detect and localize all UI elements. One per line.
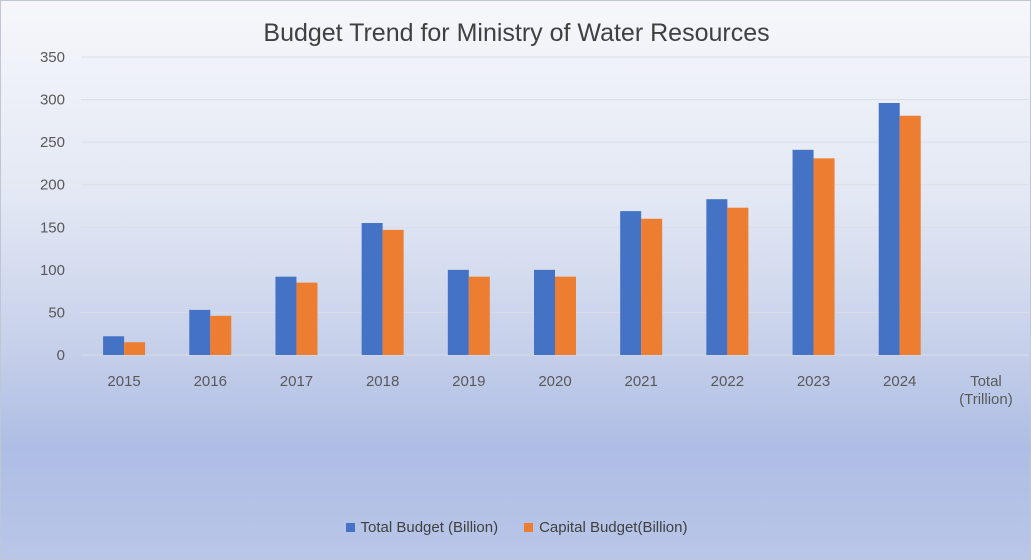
legend-item: Total Budget (Billion) — [345, 519, 499, 536]
bar — [727, 207, 749, 355]
bar — [813, 158, 835, 355]
legend: Total Budget (Billion) Capital Budget(Bil… — [1, 519, 1030, 536]
legend-label: Capital Budget(Billion) — [539, 519, 688, 536]
chart-title: Budget Trend for Ministry of Water Resou… — [263, 19, 770, 47]
y-tick-label: 350 — [40, 49, 65, 66]
legend-swatch — [524, 523, 534, 532]
x-tick-label: 2016 — [194, 373, 227, 390]
y-tick-label: 50 — [48, 304, 65, 321]
x-tick-label: 2020 — [538, 373, 571, 390]
bar — [534, 269, 555, 355]
x-tick-label: 2019 — [452, 373, 485, 390]
bar — [275, 276, 297, 355]
bar — [468, 276, 490, 355]
bar — [899, 115, 921, 356]
y-tick-label: 300 — [40, 92, 65, 109]
bar — [878, 102, 900, 355]
y-tick-label: 200 — [40, 177, 65, 194]
x-tick-label: Total (Trillion) — [959, 373, 1013, 408]
plot-area: 0 50 100 150 200 250 300 350 2015 2016 2017 2018 201… — [40, 49, 1029, 408]
bar — [361, 223, 383, 355]
bar — [296, 282, 318, 355]
x-tick-label: 2017 — [280, 373, 313, 390]
bar — [447, 269, 469, 355]
legend-swatch — [345, 523, 355, 532]
bar — [103, 336, 125, 355]
bar — [189, 309, 211, 355]
y-tick-label: 250 — [40, 134, 65, 151]
x-tick-label: 2022 — [711, 373, 744, 390]
legend-label: Total Budget (Billion) — [360, 519, 499, 536]
x-tick-label: 2023 — [797, 373, 830, 390]
x-tick-label: 2015 — [107, 373, 140, 390]
x-tick-label: 2024 — [883, 373, 916, 390]
bar — [382, 229, 404, 355]
y-tick-label: 0 — [57, 347, 65, 364]
x-tick-label: 2018 — [366, 373, 399, 390]
bar — [792, 149, 814, 355]
bar — [555, 276, 576, 355]
bar — [641, 218, 663, 355]
x-tick-label: 2021 — [624, 373, 657, 390]
bar — [620, 211, 642, 355]
y-tick-label: 100 — [40, 262, 65, 279]
bar — [210, 315, 232, 355]
legend-item: Capital Budget(Billion) — [524, 519, 688, 536]
y-tick-label: 150 — [40, 219, 65, 236]
bar — [124, 342, 146, 355]
bar — [706, 199, 728, 355]
